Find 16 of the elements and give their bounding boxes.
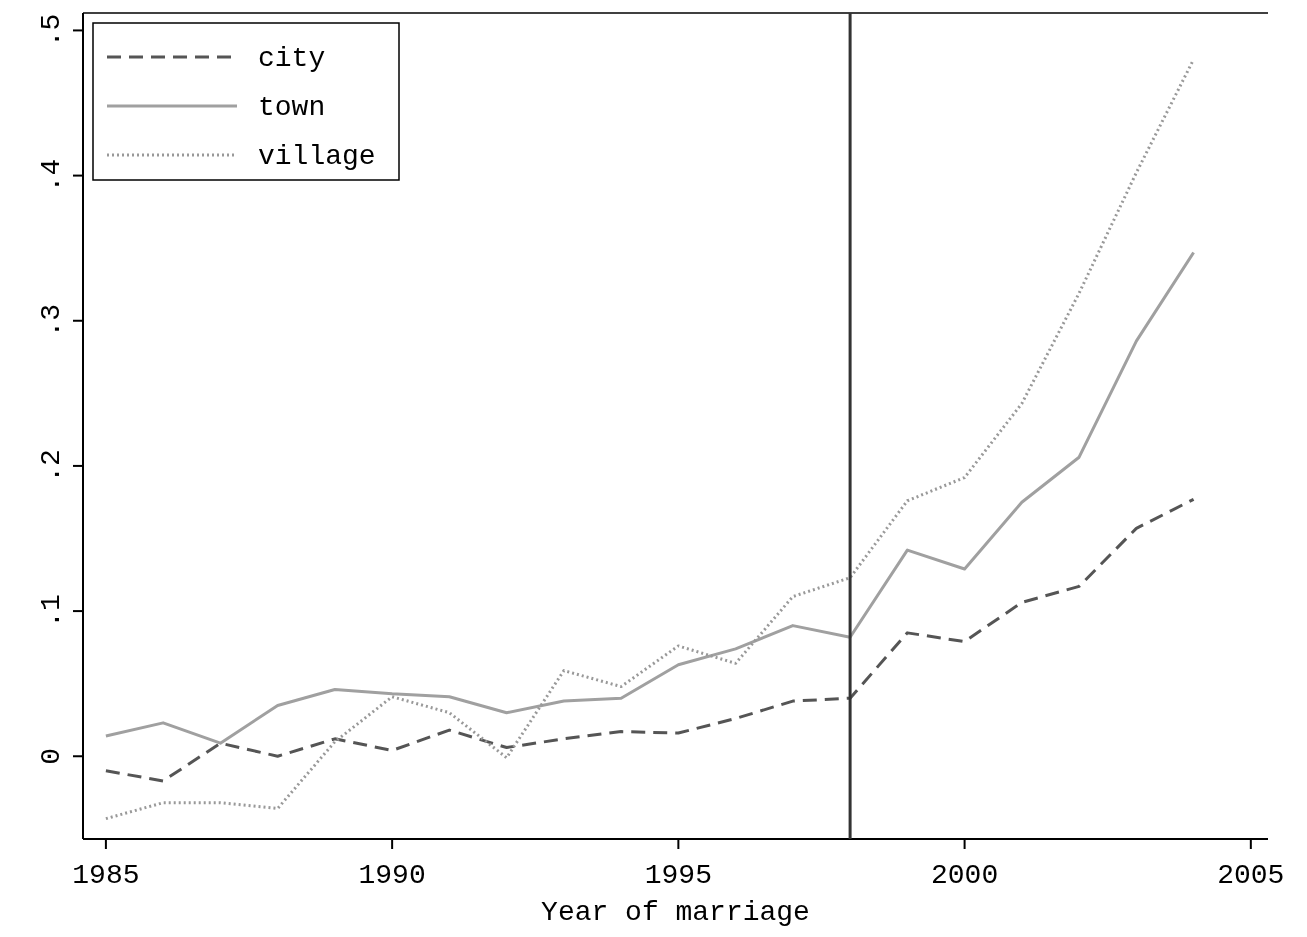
y-tick-label: .2 <box>36 449 67 483</box>
x-tick-label: 1990 <box>358 860 426 891</box>
y-tick-label: .5 <box>36 13 67 48</box>
legend-label: city <box>258 43 326 74</box>
x-tick-label: 2005 <box>1217 860 1285 891</box>
y-tick-label: 0 <box>36 747 67 765</box>
x-tick-label: 2000 <box>930 860 999 891</box>
legend-label: village <box>258 141 376 172</box>
y-tick-label: .1 <box>36 594 67 628</box>
y-tick-label: .4 <box>36 158 67 193</box>
legend-label: town <box>258 92 326 123</box>
x-tick-label: 1995 <box>644 860 712 891</box>
x-axis-title: Year of marriage <box>541 897 810 928</box>
line-series <box>104 497 1196 783</box>
x-tick-label: 1985 <box>72 860 140 891</box>
y-tick-label: .3 <box>36 303 67 338</box>
